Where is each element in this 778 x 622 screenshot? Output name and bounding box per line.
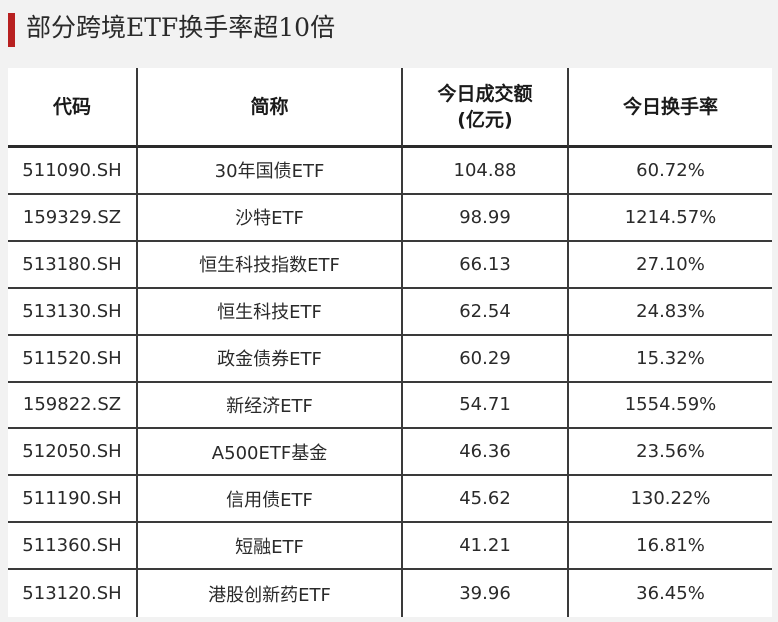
cell-rate: 16.81%: [569, 523, 772, 571]
cell-rate: 15.32%: [569, 336, 772, 383]
cell-code: 159329.SZ: [8, 194, 138, 242]
cell-amount: 98.99: [403, 194, 569, 242]
cell-amount: 46.36: [403, 429, 569, 477]
header-turnover-amount-line2: (亿元): [457, 108, 513, 131]
cell-rate: 24.83%: [569, 289, 772, 336]
cell-rate: 130.22%: [569, 476, 772, 524]
cell-rate: 27.10%: [569, 242, 772, 289]
cell-name: 政金债券ETF: [138, 335, 403, 383]
header-turnover-rate: 今日换手率: [569, 68, 772, 148]
header-code: 代码: [8, 68, 138, 148]
title-bar: 部分跨境ETF换手率超10倍: [0, 0, 778, 56]
cell-code: 512050.SH: [8, 429, 138, 477]
header-turnover-amount-line1: 今日成交额: [437, 82, 533, 105]
cell-name: 港股创新药ETF: [138, 570, 403, 617]
header-turnover-amount: 今日成交额 (亿元): [403, 68, 569, 148]
cell-name: 30年国债ETF: [138, 148, 403, 195]
cell-code: 511360.SH: [8, 523, 138, 571]
header-turnover-amount-label: 今日成交额 (亿元): [437, 81, 532, 133]
cell-name: 信用债ETF: [138, 476, 403, 524]
cell-name: 恒生科技指数ETF: [138, 241, 403, 289]
header-name: 简称: [138, 68, 403, 148]
cell-name: 沙特ETF: [138, 194, 403, 242]
cell-amount: 66.13: [403, 241, 569, 289]
cell-amount: 104.88: [403, 148, 569, 195]
cell-code: 159822.SZ: [8, 382, 138, 430]
cell-name: 恒生科技ETF: [138, 288, 403, 336]
cell-name: 新经济ETF: [138, 382, 403, 430]
cell-rate: 1554.59%: [569, 383, 772, 430]
etf-turnover-table: 代码 简称 今日成交额 (亿元) 今日换手率 511090.SH 30年国债ET…: [8, 68, 772, 617]
cell-rate: 60.72%: [569, 148, 772, 195]
title-accent-bar: [8, 13, 15, 47]
cell-amount: 60.29: [403, 335, 569, 383]
cell-rate: 36.45%: [636, 583, 705, 605]
cell-name: 短融ETF: [138, 523, 403, 571]
cell-name: A500ETF基金: [138, 429, 403, 477]
page-title: 部分跨境ETF换手率超10倍: [26, 13, 336, 42]
cell-code: 511090.SH: [8, 148, 138, 195]
cell-amount: 62.54: [403, 288, 569, 336]
cell-code: 511190.SH: [8, 476, 138, 524]
cell-rate: 23.56%: [569, 429, 772, 477]
cell-rate: 1214.57%: [569, 195, 772, 242]
cell-code: 511520.SH: [8, 335, 138, 383]
cell-code: 513120.SH: [8, 570, 138, 617]
cell-amount: 45.62: [403, 476, 569, 524]
cell-amount: 54.71: [403, 382, 569, 430]
cell-amount: 41.21: [403, 523, 569, 571]
cell-code: 513180.SH: [8, 241, 138, 289]
cell-code: 513130.SH: [8, 288, 138, 336]
cell-amount: 39.96: [403, 570, 569, 617]
